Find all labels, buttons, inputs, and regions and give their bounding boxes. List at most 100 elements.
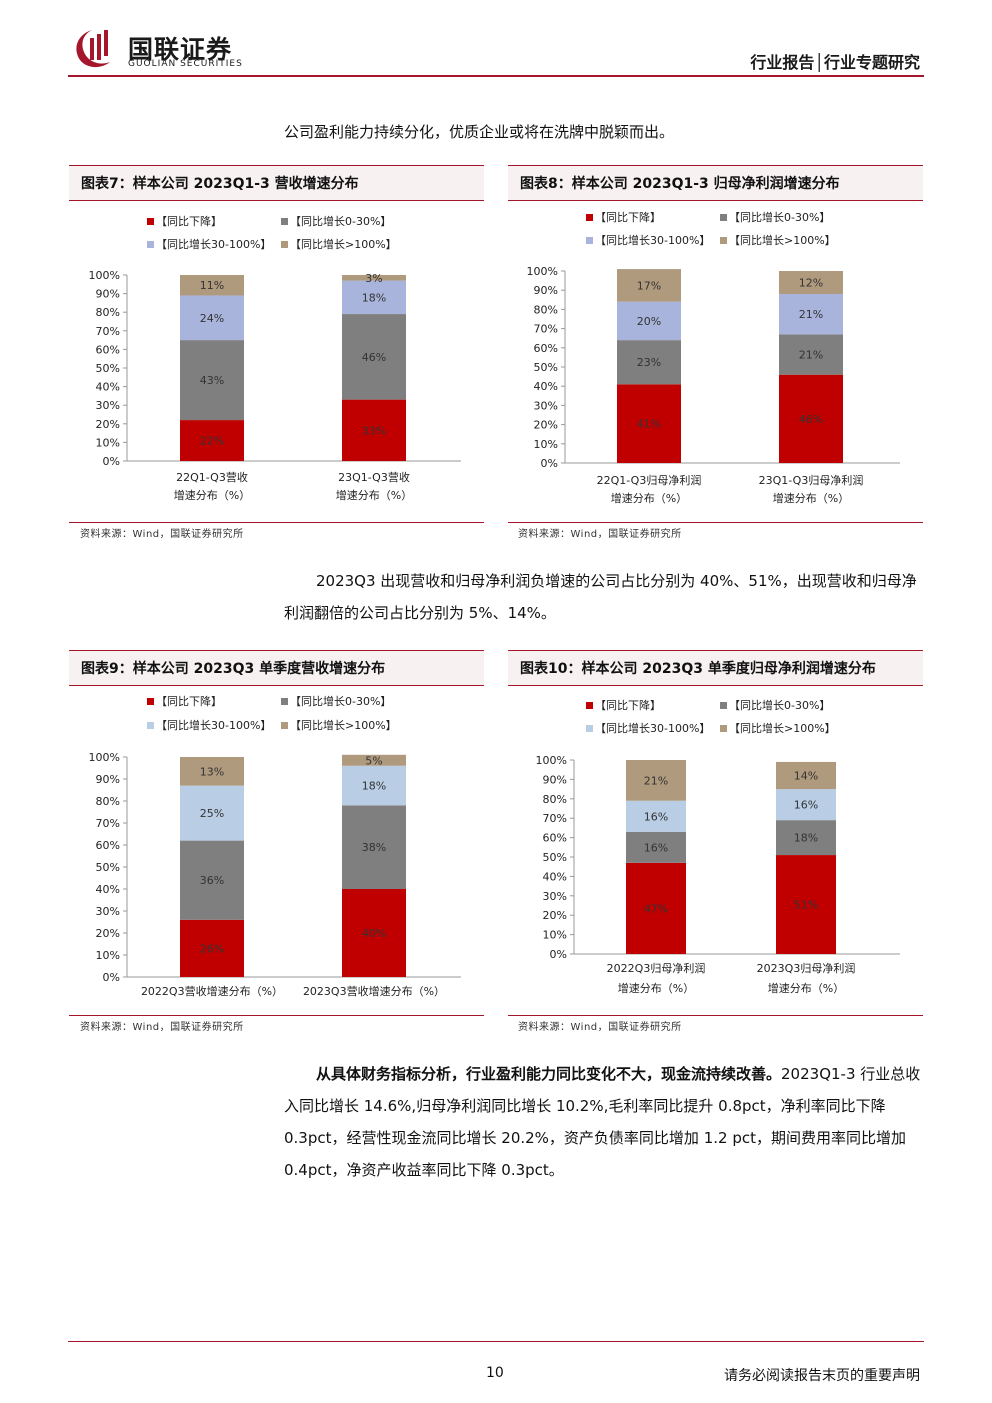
legend-label: 【同比增长30-100%】 (156, 237, 271, 251)
footer-disclaimer: 请务必阅读报告末页的重要声明 (724, 1368, 920, 1384)
paragraph-q3-summary: 2023Q3 出现营收和归母净利润负增速的公司占比分别为 40%、51%，出现营… (284, 572, 917, 622)
figure-10-title-bar: 图表10：样本公司 2023Q3 单季度归母净利润增速分布 (508, 650, 923, 686)
category-label: 增速分布（%） (611, 491, 687, 505)
bar-segment (776, 761, 836, 790)
figure-9-title: 图表9：样本公司 2023Q3 单季度营收增速分布 (81, 661, 386, 677)
bar-segment (626, 760, 686, 801)
figure-7-bottom-rule (69, 522, 484, 523)
legend-label: 【同比下降】 (595, 210, 661, 224)
legend-swatch (147, 218, 154, 225)
legend-swatch (720, 725, 727, 732)
paragraph-conclusion: 公司盈利能力持续分化，优质企业或将在洗牌中脱颖而出。 (284, 123, 675, 141)
y-tick-label: 60% (96, 343, 120, 356)
data-label: 24% (200, 312, 224, 325)
figure-10-source: 资料来源：Wind，国联证券研究所 (518, 1022, 682, 1033)
legend-label: 【同比增长>100%】 (290, 237, 397, 251)
y-tick-label: 50% (96, 362, 120, 375)
figure-8-source: 资料来源：Wind，国联证券研究所 (518, 529, 682, 540)
report-type: 行业报告│行业专题研究 (750, 53, 920, 72)
category-label: 增速分布（%） (618, 981, 694, 995)
legend-swatch (586, 214, 593, 221)
category-label: 2023Q3归母净利润 (757, 961, 856, 975)
data-label: 47% (644, 902, 668, 915)
category-label: 增速分布（%） (174, 488, 250, 502)
y-tick-label: 10% (543, 929, 567, 942)
category-label: 2023Q3营收增速分布（%） (303, 984, 445, 998)
data-label: 5% (365, 754, 382, 767)
bar-segment (626, 862, 686, 954)
y-tick-label: 10% (534, 438, 558, 451)
data-label: 18% (362, 291, 386, 304)
legend-label: 【同比下降】 (156, 214, 222, 228)
bar-segment (626, 831, 686, 863)
data-label: 51% (794, 899, 818, 912)
legend-label: 【同比增长30-100%】 (156, 718, 271, 732)
y-tick-label: 60% (96, 839, 120, 852)
legend-swatch (586, 702, 593, 709)
y-tick-label: 20% (96, 927, 120, 940)
legend-label: 【同比下降】 (156, 694, 222, 708)
legend-label: 【同比增长0-30%】 (729, 698, 830, 712)
y-tick-label: 60% (534, 342, 558, 355)
data-label: 46% (799, 413, 823, 426)
figure-7-chart: 【同比下降】 【同比增长0-30%】【同比增长30-100%】 【同比增长>100%… (89, 214, 461, 502)
bar-segment (180, 340, 244, 421)
figure-9-source: 资料来源：Wind，国联证券研究所 (80, 1022, 244, 1033)
category-label: 增速分布（%） (768, 981, 844, 995)
y-tick-label: 50% (96, 861, 120, 874)
legend-swatch (147, 698, 154, 705)
data-label: 22% (200, 435, 224, 448)
bar-segment (180, 295, 244, 341)
data-label: 33% (362, 424, 386, 437)
legend-label: 【同比增长0-30%】 (290, 214, 391, 228)
legend-swatch (147, 241, 154, 248)
y-tick-label: 40% (96, 883, 120, 896)
figure-9-bottom-rule (69, 1015, 484, 1016)
legend-swatch (720, 702, 727, 709)
figure-9-title-bar: 图表9：样本公司 2023Q3 单季度营收增速分布 (69, 650, 484, 686)
data-label: 21% (644, 774, 668, 787)
data-label: 14% (794, 770, 818, 783)
figure-8-title: 图表8：样本公司 2023Q1-3 归母净利润增速分布 (520, 176, 840, 192)
data-label: 11% (200, 279, 224, 292)
legend-swatch (586, 725, 593, 732)
y-tick-label: 0% (103, 455, 120, 468)
figure-7-title: 图表7：样本公司 2023Q1-3 营收增速分布 (81, 176, 359, 192)
y-tick-label: 70% (534, 323, 558, 336)
legend-swatch (281, 698, 288, 705)
bar-segment (180, 757, 244, 786)
data-label: 18% (794, 832, 818, 845)
legend-swatch (281, 722, 288, 729)
category-label: 增速分布（%） (773, 491, 849, 505)
bar-segment (342, 280, 406, 315)
logo-text-en: GUOLIAN SECURITIES (128, 59, 243, 69)
category-label: 22Q1-Q3归母净利润 (597, 473, 702, 487)
figure-7-title-bar: 图表7：样本公司 2023Q1-3 营收增速分布 (69, 165, 484, 201)
figure-8-title-bar: 图表8：样本公司 2023Q1-3 归母净利润增速分布 (508, 165, 923, 201)
bar-segment (626, 800, 686, 832)
y-tick-label: 90% (534, 284, 558, 297)
bar-segment (180, 420, 244, 461)
data-label: 17% (637, 279, 661, 292)
footer-divider (68, 1341, 924, 1342)
figure-9-chart: 【同比下降】 【同比增长0-30%】【同比增长30-100%】 【同比增长>100%… (89, 694, 461, 998)
legend-swatch (720, 214, 727, 221)
data-label: 46% (362, 351, 386, 364)
paragraph-financial-body: 2023Q1-3 行业总收入同比增长 14.6%,归母净利润同比增长 10.2%… (284, 1065, 921, 1179)
legend-label: 【同比增长30-100%】 (595, 721, 710, 735)
y-tick-label: 80% (534, 303, 558, 316)
bar-segment (342, 765, 406, 806)
bar-segment (779, 334, 843, 375)
data-label: 21% (799, 308, 823, 321)
data-label: 43% (200, 374, 224, 387)
header-divider (68, 75, 924, 77)
y-tick-label: 70% (96, 325, 120, 338)
y-tick-label: 20% (534, 419, 558, 432)
bar-segment (342, 275, 406, 281)
bar-segment (180, 919, 244, 977)
data-label: 40% (362, 927, 386, 940)
legend-label: 【同比增长30-100%】 (595, 233, 710, 247)
legend-swatch (586, 237, 593, 244)
y-tick-label: 30% (96, 399, 120, 412)
logo-text-cn: 国联证券 (128, 35, 233, 64)
